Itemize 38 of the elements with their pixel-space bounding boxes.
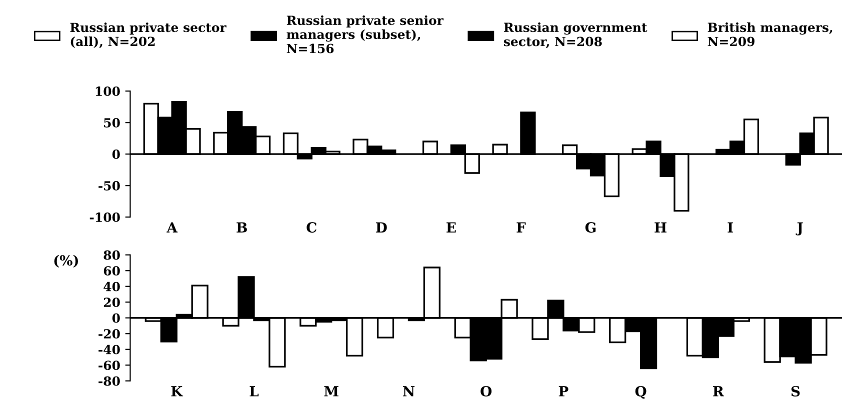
y-tick-label: -60 — [98, 360, 120, 370]
x-tick-label: R — [713, 386, 724, 396]
legend-label: Russian government sector, N=208 — [504, 22, 648, 48]
x-tick-label: G — [585, 222, 596, 233]
x-tick-label: C — [306, 222, 316, 233]
x-tick-label: S — [791, 386, 800, 396]
x-tick-label: Q — [635, 386, 646, 399]
y-tick-label: 40 — [104, 282, 120, 292]
y-axis-title: (%) — [54, 254, 78, 268]
x-tick-label: B — [236, 222, 247, 232]
y-tick-label: -50 — [98, 181, 120, 191]
x-tick-label: O — [480, 386, 492, 396]
y-tick-label: 20 — [104, 298, 120, 308]
legend-label: British managers, N=209 — [708, 22, 832, 46]
y-tick-label: -100 — [90, 212, 120, 222]
y-tick-label: 0 — [112, 150, 120, 160]
x-tick-label: F — [516, 222, 526, 232]
x-tick-label: A — [166, 222, 178, 232]
y-tick-label: -40 — [98, 344, 120, 354]
x-tick-label: P — [558, 386, 568, 396]
x-tick-label: H — [654, 222, 666, 232]
x-tick-label: M — [324, 386, 338, 396]
x-tick-label: J — [796, 222, 803, 236]
x-tick-label: D — [376, 222, 387, 232]
y-tick-label: 80 — [104, 250, 120, 260]
x-tick-label: E — [446, 222, 456, 232]
y-tick-label: 60 — [104, 266, 120, 276]
legend-label: Russian private senior managers (subset), N=156 — [286, 15, 444, 54]
x-tick-label: L — [250, 386, 259, 396]
x-tick-label: K — [171, 386, 184, 396]
y-tick-label: 50 — [104, 118, 120, 128]
y-tick-label: 0 — [112, 313, 120, 323]
legend-label: Russian private sector (all), N=202 — [70, 22, 226, 48]
y-tick-label: -80 — [98, 376, 120, 386]
x-tick-label: N — [402, 386, 415, 396]
y-tick-label: 100 — [96, 86, 120, 96]
y-tick-label: -20 — [98, 329, 120, 339]
x-tick-label: I — [728, 222, 733, 232]
